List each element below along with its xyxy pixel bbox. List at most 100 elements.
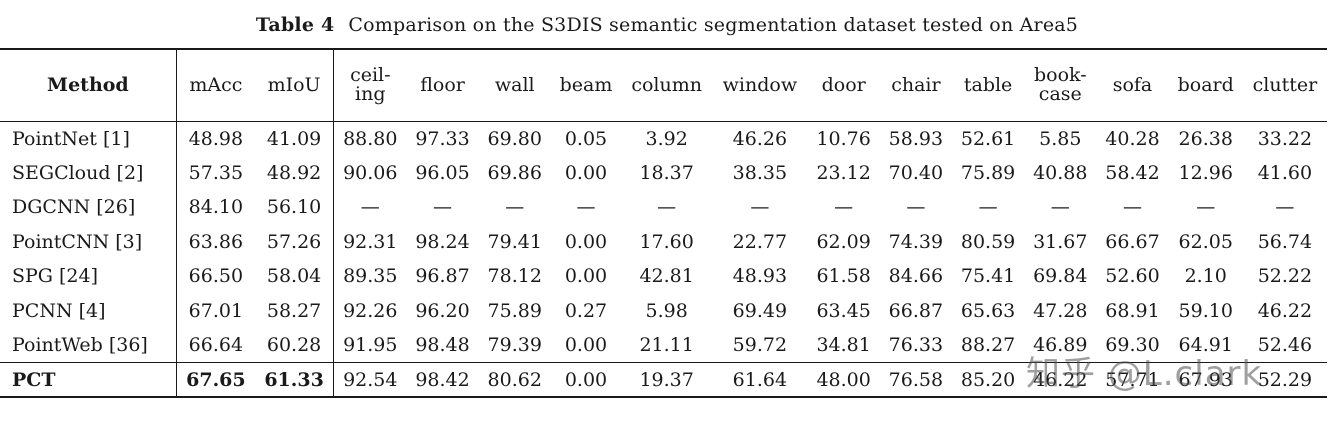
header-class-bookcase: book-case <box>1024 48 1097 122</box>
cell-value: 52.29 <box>1242 362 1327 398</box>
cell-value: 48.00 <box>807 362 880 398</box>
cell-value: 66.87 <box>888 299 944 322</box>
row-method: SEGCloud [2] <box>0 155 177 190</box>
cell-value: 34.81 <box>816 334 871 356</box>
cell-value: 62.05 <box>1178 230 1233 253</box>
header-class-ceiling: ceil-ing <box>333 48 407 122</box>
cell-value: 76.33 <box>888 334 944 356</box>
cell-value: 88.80 <box>343 127 398 150</box>
header-class-window: window <box>712 48 808 122</box>
cell-value: 92.54 <box>333 362 407 398</box>
table-row: PointNet [1] 48.98 41.09 88.80 97.33 69.80 0.0… <box>0 121 1327 156</box>
cell-value: — <box>750 196 770 219</box>
cell-value: 79.39 <box>487 334 542 356</box>
cell-value: 63.45 <box>816 299 871 322</box>
cell-value: 5.85 <box>1039 127 1082 150</box>
cell-value: 69.80 <box>487 127 542 150</box>
cell-value: 19.37 <box>621 362 713 398</box>
cell-value: 33.22 <box>1257 127 1313 150</box>
cell-value: 2.10 <box>1184 265 1227 288</box>
header-class-door: door <box>807 48 880 122</box>
cell-miou: 60.28 <box>254 328 335 363</box>
row-method: PointCNN [3] <box>0 224 177 259</box>
cell-value: 98.42 <box>406 362 479 398</box>
header-method: Method <box>0 48 177 122</box>
row-method: SPG [24] <box>0 259 177 294</box>
cell-value: — <box>1196 196 1216 219</box>
cell-value: 92.26 <box>343 299 398 322</box>
cell-value: — <box>906 196 926 219</box>
cell-macc: 67.65 <box>176 362 255 398</box>
cell-value: 69.86 <box>487 161 542 184</box>
cell-value: 40.28 <box>1105 127 1160 150</box>
table-row: PointCNN [3] 63.86 57.26 92.31 98.24 79.41 0.0… <box>0 224 1327 259</box>
cell-value: 41.60 <box>1257 161 1313 184</box>
table-row: SEGCloud [2] 57.35 48.92 90.06 96.05 69.86 0.0… <box>0 155 1327 190</box>
header-class-clutter: clutter <box>1242 48 1327 122</box>
cell-macc: 66.50 <box>188 265 244 288</box>
cell-value: 52.22 <box>1257 265 1313 288</box>
cell-value: 26.38 <box>1178 127 1233 150</box>
cell-value: 46.22 <box>1257 299 1313 322</box>
cell-value: 5.98 <box>645 299 688 322</box>
cell-value: 96.87 <box>415 265 470 288</box>
cell-value: 59.10 <box>1178 299 1233 322</box>
table-label: Table 4 <box>255 14 335 36</box>
cell-value: 0.00 <box>550 362 622 398</box>
cell-value: 78.12 <box>487 265 542 288</box>
cell-value: 80.62 <box>478 362 551 398</box>
cell-macc: 67.01 <box>188 299 244 322</box>
cell-macc: 48.98 <box>188 127 244 150</box>
cell-value: 58.42 <box>1105 161 1160 184</box>
header-class-floor: floor <box>406 48 479 122</box>
cell-value: 56.74 <box>1257 230 1313 253</box>
table-title: Comparison on the S3DIS semantic segment… <box>348 14 1079 36</box>
row-method: PointWeb [36] <box>0 328 177 363</box>
cell-value: 52.60 <box>1105 265 1160 288</box>
cell-miou: 56.10 <box>254 190 335 225</box>
cell-value: 88.27 <box>960 334 1016 356</box>
cell-value: 40.88 <box>1033 161 1088 184</box>
cell-value: 68.91 <box>1105 299 1160 322</box>
cell-value: — <box>1275 196 1295 219</box>
table-row: PCNN [4] 67.01 58.27 92.26 96.20 75.89 0.27 5.9… <box>0 293 1327 328</box>
cell-value: 47.28 <box>1033 299 1088 322</box>
row-method: DGCNN [26] <box>0 190 177 225</box>
cell-value: 74.39 <box>888 230 944 253</box>
cell-value: 67.93 <box>1168 362 1243 398</box>
cell-value: 75.89 <box>487 299 542 322</box>
cell-value: 97.33 <box>415 127 470 150</box>
cell-value: 21.11 <box>639 334 694 356</box>
cell-value: 23.12 <box>816 161 871 184</box>
cell-macc: 57.35 <box>188 161 244 184</box>
cell-value: 18.37 <box>639 161 694 184</box>
cell-value: 0.00 <box>564 334 608 356</box>
cell-miou: 61.33 <box>254 362 335 398</box>
cell-value: 58.93 <box>888 127 944 150</box>
cell-value: 96.05 <box>415 161 470 184</box>
header-class-chair: chair <box>879 48 952 122</box>
cell-value: 80.59 <box>960 230 1016 253</box>
cell-macc: 66.64 <box>188 334 244 356</box>
cell-value: 0.00 <box>564 265 608 288</box>
cell-value: 52.46 <box>1257 334 1313 356</box>
cell-value: 3.92 <box>645 127 688 150</box>
cell-value: 92.31 <box>343 230 398 253</box>
cell-value: 70.40 <box>888 161 944 184</box>
cell-miou: 41.09 <box>254 121 335 156</box>
cell-value: 61.64 <box>712 362 808 398</box>
cell-value: 64.91 <box>1178 334 1233 356</box>
cell-value: 89.35 <box>343 265 398 288</box>
table-row: SPG [24] 66.50 58.04 89.35 96.87 78.12 0.00 42.… <box>0 259 1327 294</box>
table-caption: Table 4 Comparison on the S3DIS semantic … <box>0 14 1334 36</box>
table-row: PointWeb [36] 66.64 60.28 91.95 98.48 79.39 0.… <box>0 328 1327 363</box>
cell-value: — <box>978 196 998 219</box>
cell-value: 98.24 <box>415 230 470 253</box>
row-method: PCNN [4] <box>0 293 177 328</box>
cell-value: — <box>834 196 854 219</box>
header-miou: mIoU <box>254 48 335 122</box>
cell-value: — <box>1050 196 1070 219</box>
cell-value: 42.81 <box>639 265 694 288</box>
header-class-board: board <box>1168 48 1243 122</box>
cell-value: 61.58 <box>816 265 871 288</box>
